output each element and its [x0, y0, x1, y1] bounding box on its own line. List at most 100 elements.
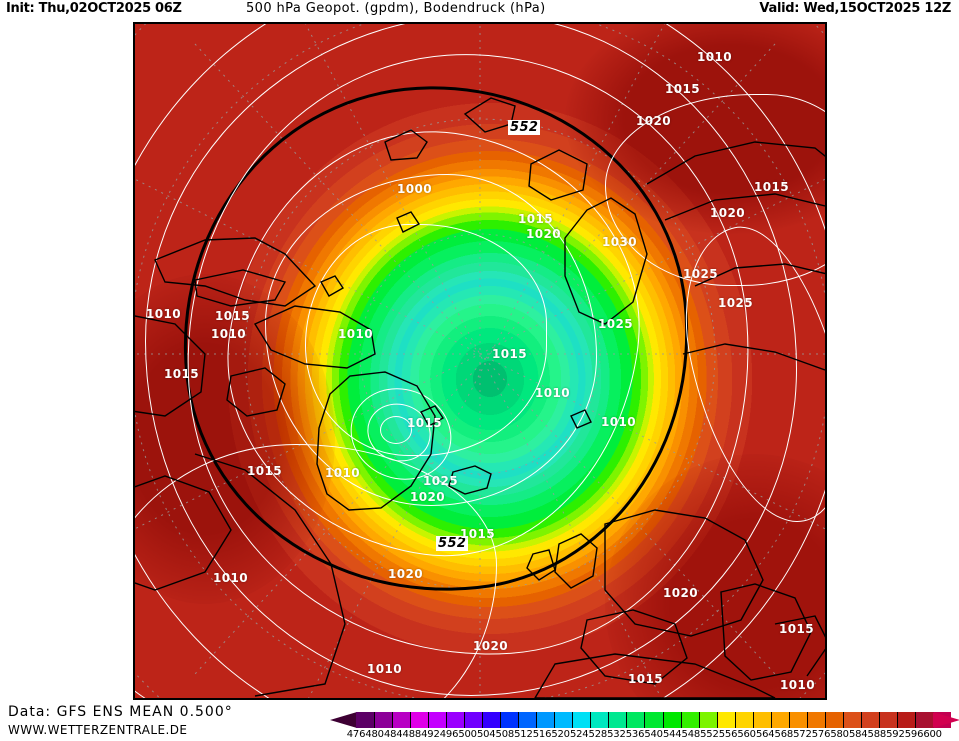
- colorbar-under-arrow: [330, 712, 357, 728]
- colorbar-tick: 536: [625, 729, 645, 740]
- isobar-label: 1020: [410, 490, 445, 504]
- colorbar-tick: 508: [495, 729, 515, 740]
- init-time-label: Init: Thu,02OCT2025 06Z: [6, 1, 182, 16]
- colorbar-swatch: [374, 712, 393, 728]
- isobar-label: 1025: [683, 267, 718, 281]
- colorbar-tick: 544: [662, 729, 682, 740]
- colorbar-swatch: [644, 712, 663, 728]
- isobar-label: 1030: [602, 235, 637, 249]
- colorbar[interactable]: [330, 712, 959, 728]
- isobar-label: 1020: [473, 639, 508, 653]
- colorbar-swatch: [896, 712, 915, 728]
- colorbar-swatch: [464, 712, 483, 728]
- isobar-label: 1015: [164, 367, 199, 381]
- colorbar-swatch: [806, 712, 825, 728]
- colorbar-tick: 568: [774, 729, 794, 740]
- colorbar-tick: 580: [830, 729, 849, 740]
- colorbar-tick: 540: [644, 729, 663, 740]
- valid-time-label: Valid: Wed,15OCT2025 12Z: [759, 1, 951, 16]
- isobar-label: 1015: [492, 347, 527, 361]
- colorbar-tick: 572: [793, 729, 812, 740]
- colorbar-swatch: [410, 712, 429, 728]
- isobar-label: 1000: [397, 182, 432, 196]
- isobar-label: 1025: [423, 474, 458, 488]
- colorbar-swatch: [662, 712, 681, 728]
- colorbar-tick: 476: [346, 729, 366, 740]
- colorbar-tick: 528: [588, 729, 608, 740]
- colorbar-swatch: [626, 712, 645, 728]
- colorbar-tick: 500: [458, 729, 477, 740]
- colorbar-swatch: [680, 712, 699, 728]
- colorbar-swatch: [608, 712, 627, 728]
- colorbar-tick: 504: [476, 729, 496, 740]
- colorbar-tick: 512: [514, 729, 533, 740]
- colorbar-swatch: [734, 712, 753, 728]
- colorbar-swatch: [752, 712, 771, 728]
- colorbar-swatch: [842, 712, 861, 728]
- colorbar-tick: 552: [700, 729, 719, 740]
- isobar-label: 1010: [338, 327, 373, 341]
- colorbar-tick: 524: [569, 729, 589, 740]
- colorbar-swatch: [428, 712, 447, 728]
- isobar-label: 1010: [211, 327, 246, 341]
- colorbar-swatch: [860, 712, 879, 728]
- colorbar-swatch: [878, 712, 897, 728]
- colorbar-swatch: [482, 712, 501, 728]
- colorbar-tick: 492: [421, 729, 440, 740]
- colorbar-tick: 548: [681, 729, 701, 740]
- isobar-label: 1015: [215, 309, 250, 323]
- isobar-label: 1025: [718, 296, 753, 310]
- isobar-label: 1020: [636, 114, 671, 128]
- isobar-label: 1025: [598, 317, 633, 331]
- geopotential-label: 552: [508, 120, 541, 135]
- map-canvas: 552 552 1000 1010 1015 1020 1015 1020 1015 1020 10…: [135, 24, 825, 698]
- isobar-label: 1020: [388, 567, 423, 581]
- colorbar-swatch: [590, 712, 609, 728]
- isobar-label: 1010: [535, 386, 570, 400]
- coastline-layer: [135, 24, 825, 698]
- colorbar-tick: 564: [755, 729, 775, 740]
- colorbar-swatches: [356, 712, 951, 728]
- colorbar-swatch: [572, 712, 591, 728]
- colorbar-swatch: [554, 712, 573, 728]
- isobar-label: 1015: [754, 180, 789, 194]
- colorbar-tick: 560: [737, 729, 756, 740]
- colorbar-tick: 588: [867, 729, 887, 740]
- map-panel[interactable]: 552 552 1000 1010 1015 1020 1015 1020 1015 1020 10…: [133, 22, 827, 700]
- website-label: WWW.WETTERZENTRALE.DE: [8, 723, 188, 737]
- isobar-label: 1010: [367, 662, 402, 676]
- colorbar-swatch: [356, 712, 374, 728]
- colorbar-swatch: [500, 712, 519, 728]
- colorbar-tick: 532: [607, 729, 626, 740]
- footer-bar: Data: GFS ENS MEAN 0.500° WWW.WETTERZENT…: [0, 700, 959, 741]
- isobar-label: 1010: [780, 678, 815, 692]
- colorbar-tick: 480: [365, 729, 384, 740]
- isobar-label: 1010: [213, 571, 248, 585]
- colorbar-swatch: [518, 712, 537, 728]
- isobar-label: 1020: [526, 227, 561, 241]
- isobar-label: 1015: [247, 464, 282, 478]
- colorbar-swatch: [914, 712, 933, 728]
- colorbar-swatch: [392, 712, 411, 728]
- colorbar-swatch: [536, 712, 555, 728]
- isobar-label: 1015: [665, 82, 700, 96]
- colorbar-swatch: [824, 712, 843, 728]
- colorbar-tick: 520: [551, 729, 570, 740]
- colorbar-tick: 496: [439, 729, 459, 740]
- colorbar-tick: 584: [848, 729, 868, 740]
- isobar-label: 1015: [628, 672, 663, 686]
- colorbar-tick: 592: [886, 729, 905, 740]
- isobar-label: 1010: [697, 50, 732, 64]
- colorbar-tick: 484: [383, 729, 403, 740]
- colorbar-over-arrow: [933, 712, 959, 728]
- isobar-label: 1010: [325, 466, 360, 480]
- data-source-label: Data: GFS ENS MEAN 0.500°: [8, 704, 233, 720]
- colorbar-tick: 488: [402, 729, 422, 740]
- isobar-label: 1010: [601, 415, 636, 429]
- colorbar-tick: 576: [811, 729, 831, 740]
- isobar-label: 1020: [663, 586, 698, 600]
- colorbar-swatch: [770, 712, 789, 728]
- isobar-label: 1020: [710, 206, 745, 220]
- colorbar-tick: 600: [923, 729, 942, 740]
